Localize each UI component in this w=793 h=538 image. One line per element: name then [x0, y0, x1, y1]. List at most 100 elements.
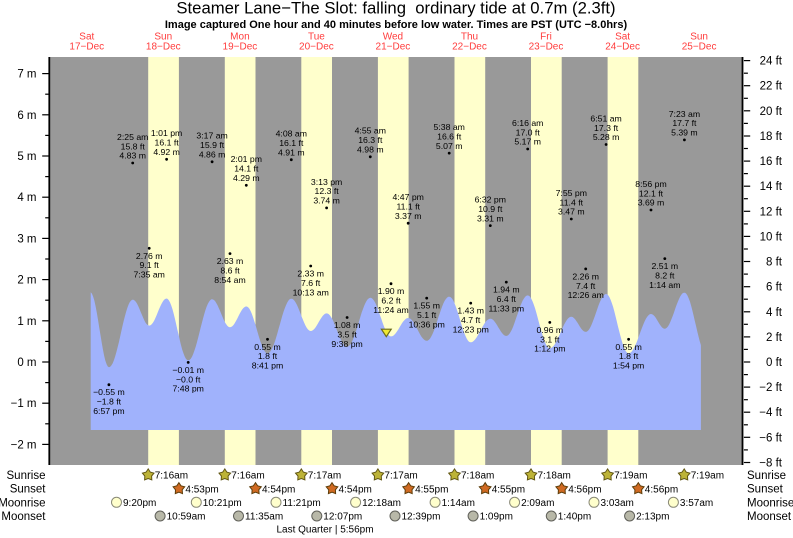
svg-text:12:26 am: 12:26 am: [568, 290, 604, 300]
svg-text:4.91 m: 4.91 m: [278, 147, 305, 157]
svg-text:8:56 pm: 8:56 pm: [635, 179, 666, 189]
svg-text:−0.01 m: −0.01 m: [172, 365, 204, 375]
svg-text:2.33 m: 2.33 m: [297, 269, 324, 279]
svg-text:12.3 ft: 12.3 ft: [315, 186, 340, 196]
svg-text:15.8 ft: 15.8 ft: [121, 141, 146, 151]
svg-text:1.90 m: 1.90 m: [378, 286, 405, 296]
svg-text:Sunrise: Sunrise: [747, 470, 786, 482]
svg-text:2:09am: 2:09am: [521, 498, 554, 509]
svg-text:4:54pm: 4:54pm: [339, 484, 372, 495]
svg-text:Sun: Sun: [154, 32, 172, 43]
svg-text:11:35am: 11:35am: [245, 512, 283, 523]
svg-text:12.1 ft: 12.1 ft: [639, 188, 664, 198]
svg-text:Last Quarter | 5:56pm: Last Quarter | 5:56pm: [276, 525, 373, 536]
svg-text:0 ft: 0 ft: [766, 357, 783, 369]
svg-text:3 m: 3 m: [17, 233, 36, 245]
svg-text:4.86 m: 4.86 m: [199, 150, 226, 160]
svg-text:1.08 m: 1.08 m: [334, 320, 361, 330]
svg-text:16.6 ft: 16.6 ft: [437, 131, 462, 141]
svg-text:15.9 ft: 15.9 ft: [200, 140, 225, 150]
svg-text:Sunrise: Sunrise: [7, 470, 46, 482]
svg-text:0.96 m: 0.96 m: [537, 325, 564, 335]
svg-text:7.6 ft: 7.6 ft: [301, 278, 321, 288]
svg-text:6 m: 6 m: [17, 110, 36, 122]
svg-text:1.43 m: 1.43 m: [457, 306, 484, 316]
svg-text:23−Dec: 23−Dec: [529, 42, 564, 53]
svg-text:Mon: Mon: [230, 32, 249, 43]
svg-text:1:14 am: 1:14 am: [649, 280, 680, 290]
svg-text:17−Dec: 17−Dec: [69, 42, 104, 53]
svg-text:5.28 m: 5.28 m: [593, 132, 620, 142]
svg-text:12:18am: 12:18am: [362, 498, 401, 509]
svg-text:3.74 m: 3.74 m: [313, 196, 340, 206]
svg-text:4 ft: 4 ft: [766, 307, 783, 319]
svg-text:−8 ft: −8 ft: [759, 458, 783, 470]
svg-text:0 m: 0 m: [17, 357, 36, 369]
svg-text:Steamer Lane−The Slot: falling: Steamer Lane−The Slot: falling ordinary …: [176, 0, 615, 18]
svg-text:3.1 ft: 3.1 ft: [540, 334, 560, 344]
svg-text:9.1 ft: 9.1 ft: [140, 260, 160, 270]
svg-text:4.92 m: 4.92 m: [153, 147, 180, 157]
svg-text:6:57 pm: 6:57 pm: [93, 406, 124, 416]
svg-text:−4 ft: −4 ft: [759, 407, 783, 419]
svg-text:6.4 ft: 6.4 ft: [497, 294, 517, 304]
svg-text:4:56pm: 4:56pm: [568, 484, 601, 495]
svg-text:4:56pm: 4:56pm: [645, 484, 678, 495]
svg-text:11.4 ft: 11.4 ft: [560, 197, 584, 207]
svg-text:11.1 ft: 11.1 ft: [396, 202, 420, 212]
svg-text:Thu: Thu: [461, 32, 478, 43]
svg-text:8 ft: 8 ft: [766, 257, 783, 269]
svg-text:4 m: 4 m: [17, 192, 36, 204]
svg-text:7:18am: 7:18am: [461, 471, 494, 482]
svg-text:0.55 m: 0.55 m: [615, 342, 642, 352]
svg-text:16.3 ft: 16.3 ft: [358, 135, 383, 145]
svg-text:10.9 ft: 10.9 ft: [478, 204, 503, 214]
svg-text:2 ft: 2 ft: [766, 332, 783, 344]
svg-text:6:51 am: 6:51 am: [590, 113, 621, 123]
svg-text:17.3 ft: 17.3 ft: [594, 123, 619, 133]
svg-text:17.7 ft: 17.7 ft: [672, 118, 697, 128]
svg-text:2.63 m: 2.63 m: [217, 256, 244, 266]
svg-text:7:16am: 7:16am: [231, 471, 264, 482]
svg-text:1.55 m: 1.55 m: [413, 301, 440, 311]
svg-text:1 m: 1 m: [17, 316, 36, 328]
svg-text:10:59am: 10:59am: [167, 512, 206, 523]
svg-text:18−Dec: 18−Dec: [146, 42, 181, 53]
svg-text:−1 m: −1 m: [11, 398, 37, 410]
svg-text:5.07 m: 5.07 m: [436, 141, 463, 151]
svg-text:1:40pm: 1:40pm: [558, 512, 591, 523]
svg-text:5.1 ft: 5.1 ft: [417, 310, 437, 320]
svg-text:2.51 m: 2.51 m: [652, 261, 679, 271]
svg-text:4:53pm: 4:53pm: [185, 484, 218, 495]
svg-text:4:54pm: 4:54pm: [262, 484, 295, 495]
svg-text:Sunset: Sunset: [10, 484, 47, 496]
svg-text:2:13pm: 2:13pm: [636, 512, 669, 523]
svg-text:Moonrise: Moonrise: [0, 497, 46, 509]
svg-text:0.55 m: 0.55 m: [254, 342, 281, 352]
svg-text:−1.8 ft: −1.8 ft: [97, 397, 122, 407]
svg-text:4:08 am: 4:08 am: [276, 129, 307, 139]
svg-text:6.2 ft: 6.2 ft: [381, 296, 401, 306]
svg-text:6:16 am: 6:16 am: [512, 118, 543, 128]
svg-text:4:47 pm: 4:47 pm: [393, 192, 424, 202]
svg-text:6:32 pm: 6:32 pm: [475, 195, 506, 205]
svg-text:18 ft: 18 ft: [760, 131, 783, 143]
svg-text:8:41 pm: 8:41 pm: [252, 361, 283, 371]
svg-text:3.31 m: 3.31 m: [477, 213, 504, 223]
svg-text:7:55 pm: 7:55 pm: [556, 188, 587, 198]
svg-text:7.4 ft: 7.4 ft: [576, 281, 596, 291]
svg-text:20−Dec: 20−Dec: [299, 42, 334, 53]
svg-text:2.26 m: 2.26 m: [572, 271, 599, 281]
svg-text:10 ft: 10 ft: [760, 231, 783, 243]
svg-text:7:19am: 7:19am: [691, 471, 724, 482]
svg-text:−2 ft: −2 ft: [759, 382, 783, 394]
svg-text:16 ft: 16 ft: [760, 156, 783, 168]
svg-text:11:21pm: 11:21pm: [283, 498, 321, 509]
svg-text:8.2 ft: 8.2 ft: [655, 271, 675, 281]
svg-text:3.69 m: 3.69 m: [638, 198, 665, 208]
svg-text:2.76 m: 2.76 m: [136, 251, 163, 261]
svg-text:8.6 ft: 8.6 ft: [220, 266, 240, 276]
svg-text:14 ft: 14 ft: [760, 181, 783, 193]
svg-text:7:17am: 7:17am: [308, 471, 341, 482]
svg-text:10:21pm: 10:21pm: [203, 498, 242, 509]
